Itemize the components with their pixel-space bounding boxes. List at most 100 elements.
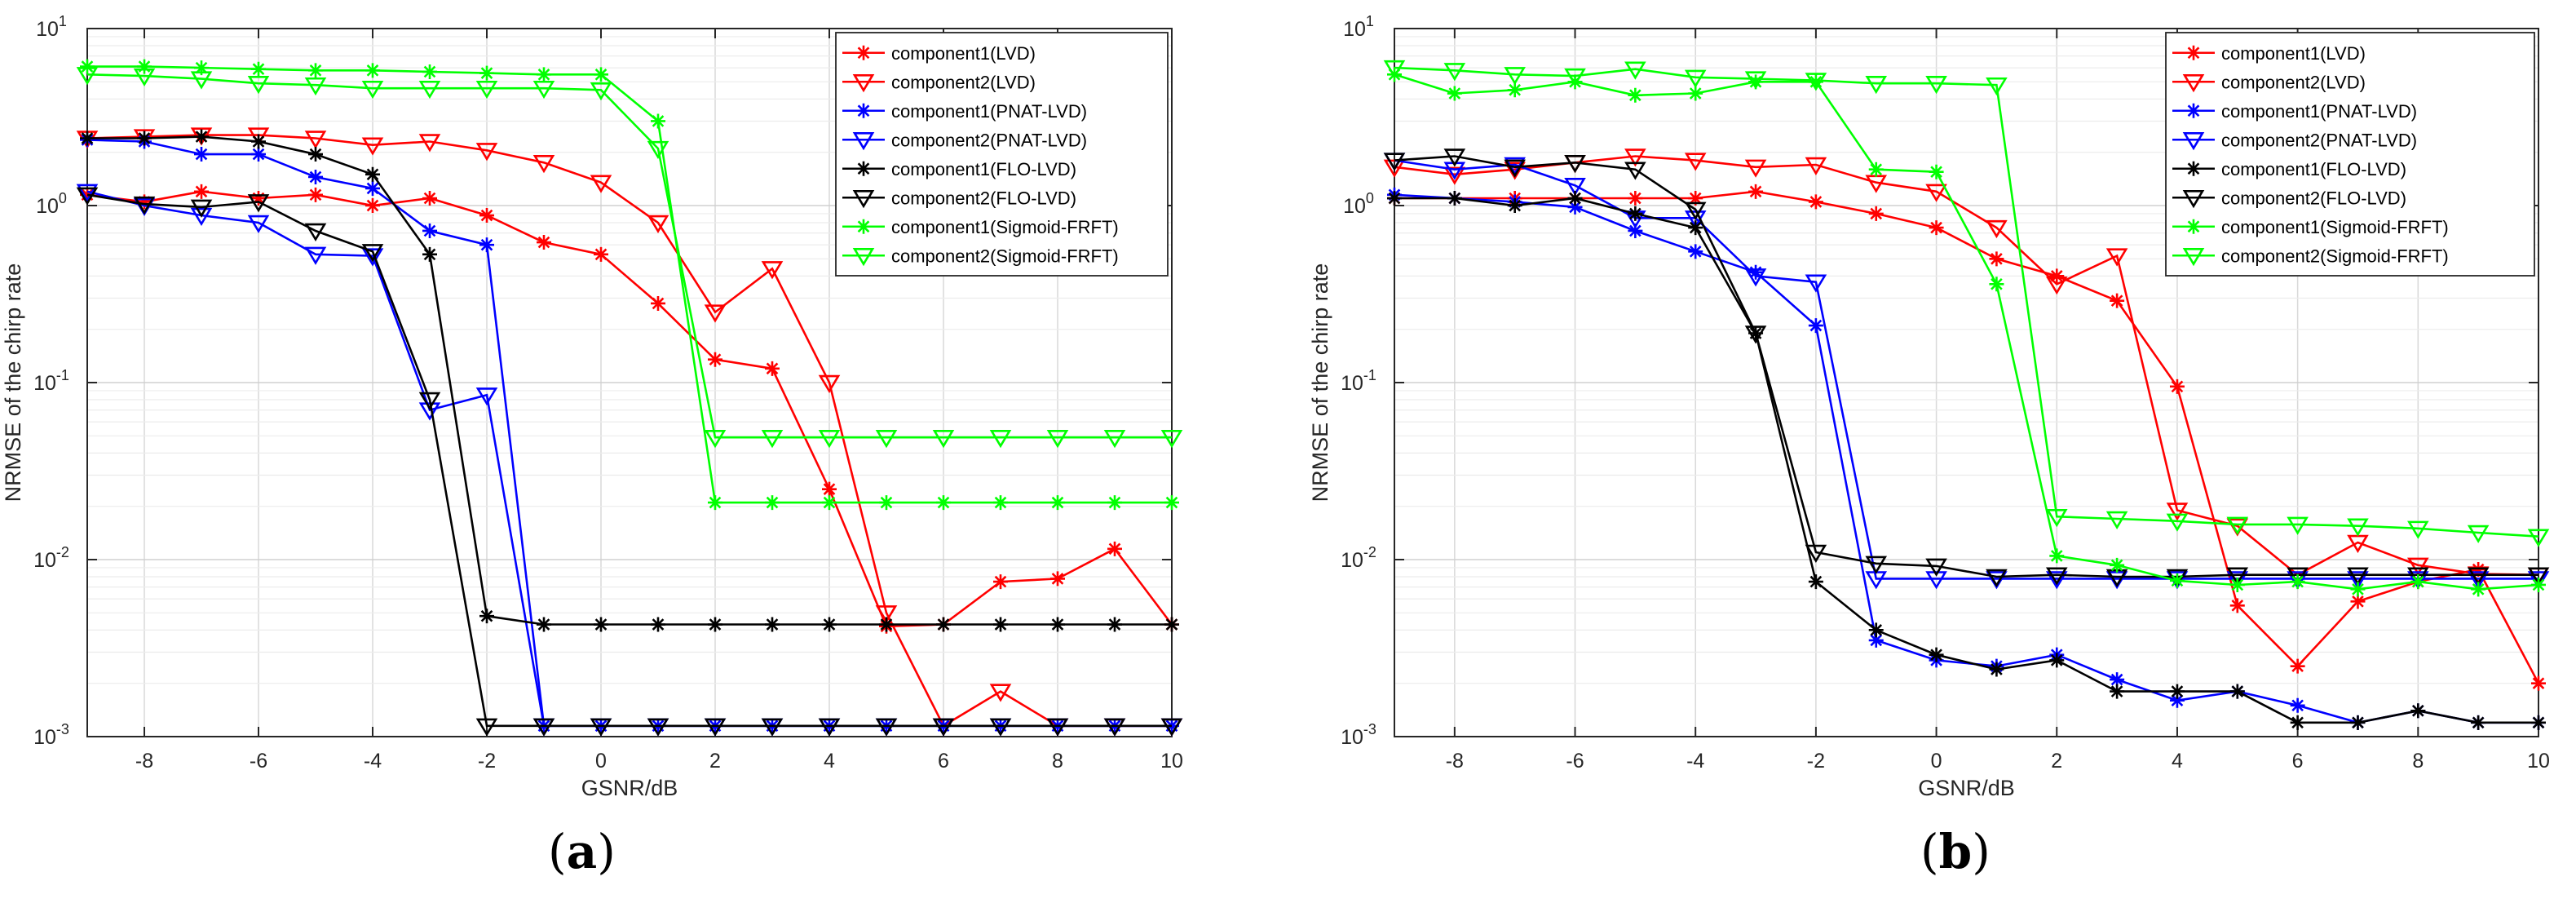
data-point xyxy=(936,495,951,511)
x-tick-label: -2 xyxy=(478,750,496,773)
data-point xyxy=(1567,74,1583,90)
data-point xyxy=(822,495,837,511)
legend-label: component2(Sigmoid-FRFT) xyxy=(2221,246,2449,266)
data-point xyxy=(361,248,384,267)
y-tick-label: 101 xyxy=(36,13,67,41)
data-point xyxy=(2045,567,2068,586)
series-1 xyxy=(1387,184,2546,691)
data-point xyxy=(879,617,894,632)
data-point xyxy=(818,430,841,449)
data-point xyxy=(2045,509,2068,528)
series-line xyxy=(1394,73,2539,591)
data-point xyxy=(80,59,95,74)
data-point xyxy=(1447,191,1462,206)
data-point xyxy=(2049,653,2065,668)
legend-label: component2(FLO-LVD) xyxy=(2221,188,2406,208)
data-point xyxy=(818,374,841,393)
data-point xyxy=(2226,567,2249,586)
data-point xyxy=(1684,201,1707,220)
data-point xyxy=(875,430,898,449)
data-point xyxy=(361,80,384,100)
x-tick-label: -6 xyxy=(250,750,267,773)
x-tick-label: 2 xyxy=(2051,750,2062,773)
series-line xyxy=(86,134,1172,728)
data-point xyxy=(2350,582,2366,597)
legend-marker xyxy=(856,45,871,60)
series-5 xyxy=(1387,191,2546,730)
data-point xyxy=(304,131,327,149)
legend-label: component1(LVD) xyxy=(891,43,1036,64)
y-tick-label: 10-2 xyxy=(33,544,69,572)
data-point xyxy=(2350,715,2366,730)
x-tick-label: 4 xyxy=(824,750,835,773)
data-point xyxy=(2290,697,2305,713)
series-line xyxy=(87,135,1172,626)
data-point xyxy=(2350,594,2366,609)
data-point xyxy=(1929,647,1944,662)
x-axis-label: GSNR/dB xyxy=(581,776,678,800)
series-6 xyxy=(1383,148,2550,588)
y-axis: 10-3 10-2 10-1 100 101 NRMSE of the chirp rat… xyxy=(1308,13,2538,749)
legend-marker xyxy=(856,103,871,118)
legend-item: component2(FLO-LVD) xyxy=(842,188,1076,208)
data-point xyxy=(761,718,784,737)
data-point xyxy=(251,61,266,77)
legend: component1(LVD) component2(LVD) component1… xyxy=(2165,32,2535,277)
y-axis-label: NRMSE of the chirp rate xyxy=(1,263,25,502)
legend-marker xyxy=(2186,161,2201,176)
data-point xyxy=(1688,220,1703,236)
legend-marker xyxy=(2182,74,2205,93)
data-point xyxy=(190,71,213,90)
data-point xyxy=(879,495,894,511)
data-point xyxy=(2166,569,2189,588)
legend-marker xyxy=(2182,248,2205,267)
data-point xyxy=(704,304,727,323)
y-tick-label: 101 xyxy=(1343,13,1374,41)
series-7 xyxy=(80,59,1179,511)
series-1 xyxy=(80,184,1179,634)
data-point xyxy=(1507,198,1522,213)
data-point xyxy=(1564,68,1586,87)
series-line xyxy=(1394,193,2538,724)
data-point xyxy=(1986,77,2008,96)
series-line xyxy=(1394,155,2539,577)
legend-marker xyxy=(2186,45,2201,60)
data-point xyxy=(1507,82,1522,98)
data-point xyxy=(1164,617,1179,632)
legend-label: component2(PNAT-LVD) xyxy=(891,130,1087,150)
data-point xyxy=(190,199,213,218)
data-point xyxy=(133,196,156,215)
data-point xyxy=(875,605,898,624)
data-point xyxy=(247,194,270,213)
y-tick-label: 10-3 xyxy=(33,721,69,749)
x-tick-label: 0 xyxy=(1931,750,1942,773)
data-point xyxy=(422,223,437,238)
data-point xyxy=(308,147,323,162)
data-point xyxy=(1383,60,1406,79)
y-tick-label: 10-1 xyxy=(33,367,69,395)
data-point xyxy=(2290,574,2305,590)
data-point xyxy=(1103,718,1126,737)
series-line xyxy=(87,65,1172,504)
x-tick-label: -4 xyxy=(1686,750,1704,773)
data-point xyxy=(304,223,327,241)
data-point xyxy=(651,617,665,632)
data-point xyxy=(590,175,612,193)
data-point xyxy=(1160,718,1183,737)
data-point xyxy=(2169,573,2185,588)
data-point xyxy=(1744,71,1767,90)
data-point xyxy=(761,430,784,449)
series-5 xyxy=(80,129,1179,632)
data-point xyxy=(308,63,323,78)
data-point xyxy=(365,198,380,213)
data-point xyxy=(1748,74,1764,90)
series-line xyxy=(1394,155,2538,578)
data-point xyxy=(1387,191,1402,206)
data-point xyxy=(475,387,498,406)
data-point xyxy=(2049,548,2065,564)
data-point xyxy=(1744,159,1767,178)
data-point xyxy=(1925,184,1947,202)
data-point xyxy=(418,134,441,153)
data-point xyxy=(875,718,898,737)
y-axis: 10-3 10-2 10-1 100 101 NRMSE of the chirp rat… xyxy=(1,13,1172,749)
